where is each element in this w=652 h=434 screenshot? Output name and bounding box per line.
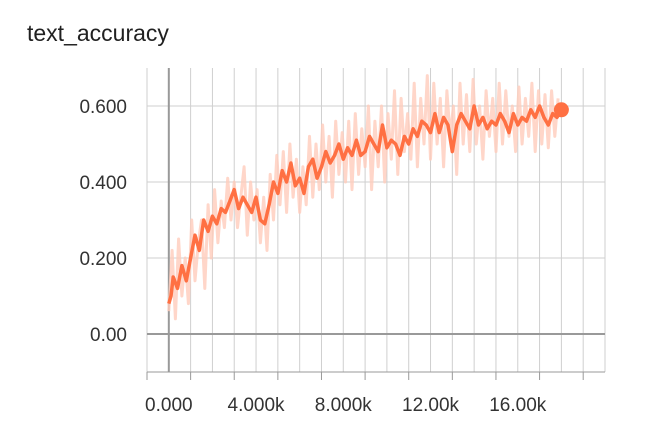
- x-tick-label: 8.000k: [315, 395, 373, 416]
- y-tick-label: 0.600: [79, 97, 127, 118]
- x-tick-label: 4.000k: [228, 395, 286, 416]
- x-tick-label: 0.000: [145, 395, 193, 416]
- x-tick-label: 16.00k: [489, 395, 547, 416]
- smoothed-series-line: [167, 104, 563, 305]
- last-point-marker: [553, 102, 569, 118]
- y-tick-label: 0.400: [79, 173, 127, 194]
- x-tick-label: 12.00k: [402, 395, 460, 416]
- y-tick-label: 0.200: [79, 249, 127, 270]
- chart-title: text_accuracy: [27, 20, 169, 46]
- y-tick-label: 0.00: [90, 325, 127, 346]
